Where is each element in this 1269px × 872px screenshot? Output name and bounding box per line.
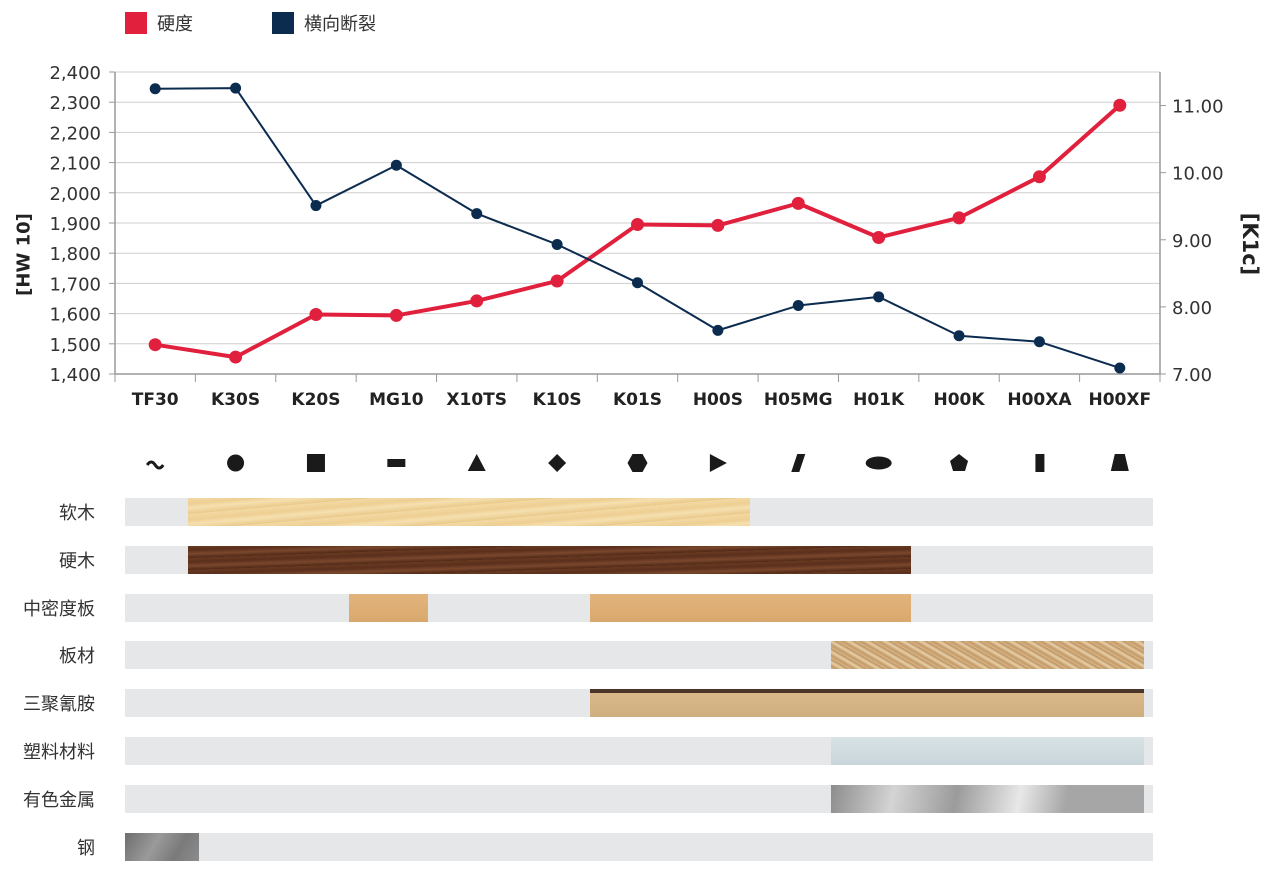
x-tick-label: TF30 [132,390,179,410]
data-point-hardness [631,218,644,232]
x-tick-label: X10TS [446,390,507,410]
y-left-tick-label: 2,000 [49,184,101,205]
material-range-steel [125,833,199,861]
y-left-tick-label: 2,200 [49,123,101,144]
data-point-transverse-rupture [712,324,724,336]
x-tick-label: K10S [533,390,582,410]
x-tick-label: K01S [613,390,662,410]
ellipse-icon [865,456,892,470]
y-axis-left-title: [HW 10] [13,213,35,296]
y-right-tick-label: 10.00 [1172,164,1224,185]
data-point-transverse-rupture [792,300,804,312]
data-point-transverse-rupture [551,238,563,250]
legend-item-hardness: 硬度 [125,10,193,36]
x-tick-label: H05MG [764,390,833,410]
material-range-hardwood [187,546,911,574]
y-right-tick-label: 7.00 [1172,365,1212,386]
y-left-tick-label: 2,300 [49,93,101,114]
x-tick-label: H01K [853,390,905,410]
diamond-icon [548,454,567,472]
circle-icon [227,454,245,472]
legend-swatch-hardness [125,12,147,34]
material-label: 有色金属 [23,790,95,811]
series-line-hardness [154,103,1122,360]
material-range-metal [830,785,1144,813]
material-label: 三聚氰胺 [23,694,95,715]
data-point-hardness [148,338,162,352]
material-label: 钢 [77,838,95,859]
data-point-hardness [550,274,564,288]
y-left-tick-label: 1,400 [49,365,101,386]
material-label: 硬木 [59,551,95,572]
material-label: 中密度板 [23,599,95,620]
tilde-icon [145,460,165,470]
data-point-hardness [952,211,966,225]
pentagon-icon [950,454,969,471]
data-point-hardness [470,294,484,308]
y-right-tick-label: 9.00 [1172,231,1212,252]
y-left-tick-label: 1,500 [49,335,101,356]
data-point-transverse-rupture [632,277,643,289]
data-point-hardness [309,308,323,322]
legend-swatch-transverse-rupture [272,12,294,34]
x-tick-label: H00K [934,390,986,410]
data-point-transverse-rupture [1033,336,1045,348]
legend-label-hardness: 硬度 [157,14,193,35]
data-point-transverse-rupture [873,291,885,303]
material-range-melamine [589,689,1144,717]
data-point-hardness [791,196,805,210]
y-left-tick-label: 1,700 [49,274,101,295]
data-point-hardness [872,230,886,244]
x-tick-label: H00XF [1089,390,1152,410]
material-range-board [830,641,1144,669]
material-label: 板材 [59,646,95,667]
x-tick-label: MG10 [369,390,424,410]
data-point-transverse-rupture [149,83,161,95]
data-point-hardness [1032,170,1046,184]
y-left-tick-label: 1,600 [49,305,101,326]
data-point-transverse-rupture [953,330,965,342]
data-point-transverse-rupture [390,159,402,171]
data-point-hardness [389,308,403,322]
y-left-tick-label: 1,900 [49,214,101,235]
data-point-transverse-rupture [471,208,483,220]
legend-item-transverse-rupture: 横向断裂 [272,10,376,36]
material-bar-track [125,833,1153,861]
slash-icon [791,454,806,472]
data-point-hardness [711,218,725,232]
material-label: 塑料材料 [23,742,95,763]
material-range-mdf [589,594,911,622]
play-icon [709,454,727,472]
dash-icon [387,459,406,467]
data-point-hardness [229,350,243,364]
y-left-tick-label: 1,800 [49,244,101,265]
hexagon-icon [627,454,648,472]
bar-icon [1035,454,1045,472]
y-left-tick-label: 2,400 [49,63,101,84]
trapezoid-icon [1110,454,1129,471]
material-label: 软木 [59,503,95,524]
y-right-tick-label: 8.00 [1172,298,1212,319]
y-left-tick-label: 2,100 [49,154,101,175]
data-point-transverse-rupture [230,82,242,94]
material-range-mdf [348,594,429,622]
x-tick-label: H00S [693,390,743,410]
y-right-tick-label: 11.00 [1172,97,1224,118]
material-range-softwood [187,498,751,526]
x-tick-label: H00XA [1007,390,1072,410]
material-range-plastic [830,737,1144,765]
data-point-transverse-rupture [1114,362,1126,374]
triangle-icon [467,454,486,471]
data-point-hardness [1113,98,1127,112]
y-axis-right-title: [K1c] [1238,212,1262,276]
legend-label-transverse-rupture: 横向断裂 [304,14,376,35]
data-point-transverse-rupture [310,200,322,212]
square-icon [306,454,325,472]
x-tick-label: K30S [211,390,260,410]
x-tick-label: K20S [291,390,340,410]
